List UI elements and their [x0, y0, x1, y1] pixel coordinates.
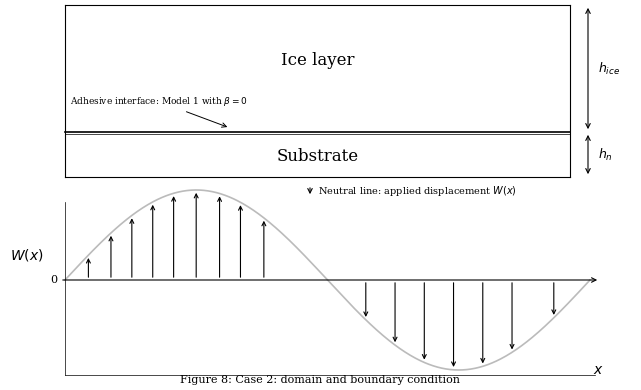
Text: Substrate: Substrate	[276, 148, 358, 165]
Text: $h_{ice}$: $h_{ice}$	[598, 60, 620, 76]
Text: Adhesive interface: Model 1 with $\beta = 0$: Adhesive interface: Model 1 with $\beta …	[70, 95, 248, 127]
Text: $h_n$: $h_n$	[598, 147, 613, 163]
Text: $W(x)$: $W(x)$	[10, 247, 44, 263]
Text: Neutral line: applied displacement $W(x)$: Neutral line: applied displacement $W(x)…	[318, 184, 517, 198]
Text: $x$: $x$	[593, 363, 603, 377]
Text: Figure 8: Case 2: domain and boundary condition: Figure 8: Case 2: domain and boundary co…	[181, 375, 460, 385]
Text: 0: 0	[50, 275, 57, 285]
Text: Ice layer: Ice layer	[281, 52, 354, 69]
